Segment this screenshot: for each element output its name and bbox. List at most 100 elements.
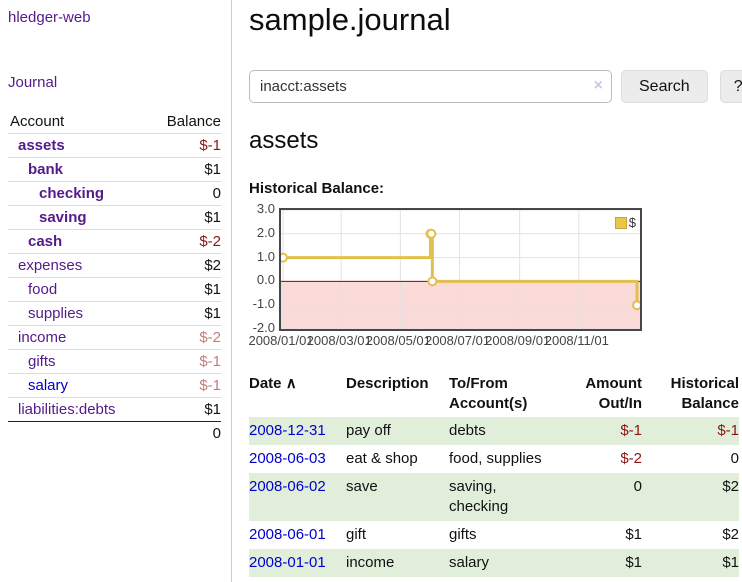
tofrom-column-header: To/From Account(s) — [449, 375, 528, 412]
historical-balance-chart: 3.0 2.0 1.0 0.0 -1.0 -2.0 $ 2008/01/01 2008/03… — [248, 201, 649, 350]
account-link-supplies[interactable]: supplies — [28, 305, 84, 322]
balance-column-header: Balance — [166, 113, 221, 130]
account-row: food $1 — [8, 277, 221, 302]
historical-balance-column-header: Historical Balance — [670, 375, 739, 412]
account-column-header: Account — [10, 113, 65, 130]
main-content: sample.journal × Search ? assets Histori… — [232, 0, 742, 582]
transaction-amount: 0 — [633, 478, 642, 495]
search-button[interactable]: Search — [621, 70, 708, 103]
account-balance: 0 — [212, 185, 221, 202]
transaction-accounts: salary — [449, 554, 490, 571]
transaction-accounts: saving, checking — [449, 478, 509, 515]
transaction-description: pay off — [346, 422, 391, 439]
account-row: supplies $1 — [8, 301, 221, 326]
account-link-gifts[interactable]: gifts — [28, 353, 56, 370]
chart-canvas — [281, 210, 640, 329]
transaction-accounts: debts — [449, 422, 486, 439]
transaction-balance: 0 — [730, 450, 739, 467]
accounts-table: Account Balance assets $-1 bank $1 check… — [8, 110, 221, 445]
transaction-row: 2008-06-02 save saving, checking 0 $2 — [249, 473, 739, 521]
account-balance: $-1 — [199, 377, 221, 394]
account-balance: $-2 — [199, 233, 221, 250]
transaction-date-link[interactable]: 2008-12-31 — [249, 422, 326, 439]
account-balance: $2 — [204, 257, 221, 274]
account-row: salary $-1 — [8, 373, 221, 398]
accounts-table-header: Account Balance — [8, 110, 221, 134]
transaction-balance: $2 — [722, 526, 739, 543]
account-balance: $-1 — [199, 353, 221, 370]
account-balance: $1 — [204, 305, 221, 322]
transaction-amount: $-2 — [620, 450, 642, 467]
account-link-cash[interactable]: cash — [28, 233, 63, 250]
transaction-row: 2008-06-01 gift gifts $1 $2 — [249, 521, 739, 549]
transaction-description: eat & shop — [346, 450, 418, 467]
app-title-link[interactable]: hledger-web — [8, 9, 91, 26]
register-header-row: Date ∧ Description To/From Account(s) Amo… — [249, 371, 739, 417]
page-title: sample.journal — [249, 2, 451, 37]
clear-search-icon[interactable]: × — [593, 77, 603, 94]
transaction-date-link[interactable]: 2008-06-02 — [249, 478, 326, 495]
account-row: liabilities:debts $1 — [8, 397, 221, 422]
transaction-row: 2008-12-31 pay off debts $-1 $-1 — [249, 417, 739, 445]
account-link-checking[interactable]: checking — [39, 185, 105, 202]
transaction-description: income — [346, 554, 395, 571]
sidebar-item-journal[interactable]: Journal — [8, 74, 58, 91]
chart-x-axis-labels: 2008/01/01 2008/03/01 2008/05/01 2008/07/01… — [248, 333, 609, 348]
account-balance: $1 — [204, 401, 221, 418]
account-balance: $1 — [204, 161, 221, 178]
transaction-date-link[interactable]: 2008-06-01 — [249, 526, 326, 543]
date-column-header: Date ∧ — [249, 375, 297, 392]
accounts-total-value: 0 — [212, 425, 221, 442]
account-balance: $1 — [204, 209, 221, 226]
help-button[interactable]: ? — [719, 70, 742, 103]
legend-label: $ — [628, 215, 636, 230]
account-row: bank $1 — [8, 157, 221, 182]
transaction-row: 2008-06-03 eat & shop food, supplies $-2… — [249, 445, 739, 473]
chart-plot-area: $ — [279, 208, 642, 331]
account-heading: assets — [249, 127, 319, 154]
account-row: expenses $2 — [8, 253, 221, 278]
sidebar: hledger-web Journal Account Balance asse… — [0, 0, 232, 582]
account-link-expenses[interactable]: expenses — [18, 257, 83, 274]
account-balance: $-1 — [199, 137, 221, 154]
account-row: saving $1 — [8, 205, 221, 230]
legend-swatch-icon — [614, 216, 627, 229]
account-row: checking 0 — [8, 181, 221, 206]
account-row: income $-2 — [8, 325, 221, 350]
transaction-balance: $1 — [722, 554, 739, 571]
chart-label: Historical Balance: — [249, 180, 385, 197]
transaction-amount: $-1 — [620, 422, 642, 439]
transaction-description: save — [346, 478, 378, 495]
account-link-salary[interactable]: salary — [28, 377, 69, 394]
transaction-description: gift — [346, 526, 367, 543]
chart-legend: $ — [614, 215, 636, 230]
transaction-date-link[interactable]: 2008-06-03 — [249, 450, 326, 467]
amount-column-header: Amount Out/In — [585, 375, 642, 412]
account-row: assets $-1 — [8, 133, 221, 158]
account-link-bank[interactable]: bank — [28, 161, 64, 178]
transaction-accounts: gifts — [449, 526, 477, 543]
account-link-liabilities-debts[interactable]: liabilities:debts — [18, 401, 116, 418]
chart-y-axis-labels: 3.0 2.0 1.0 0.0 -1.0 -2.0 — [252, 201, 275, 335]
transaction-amount: $1 — [625, 526, 642, 543]
transaction-row: 2008-01-01 income salary $1 $1 — [249, 549, 739, 577]
accounts-total-row: 0 — [8, 421, 221, 446]
transaction-accounts: food, supplies — [449, 450, 542, 467]
transaction-date-link[interactable]: 2008-01-01 — [249, 554, 326, 571]
transaction-amount: $1 — [625, 554, 642, 571]
account-row: cash $-2 — [8, 229, 221, 254]
account-link-income[interactable]: income — [18, 329, 67, 346]
register-table: Date ∧ Description To/From Account(s) Amo… — [249, 371, 739, 577]
account-row: gifts $-1 — [8, 349, 221, 374]
search-input[interactable] — [249, 70, 612, 103]
account-balance: $1 — [204, 281, 221, 298]
search-form: × Search ? — [249, 70, 742, 103]
account-balance: $-2 — [199, 329, 221, 346]
transaction-balance: $-1 — [717, 422, 739, 439]
account-link-assets[interactable]: assets — [18, 137, 65, 154]
account-link-food[interactable]: food — [28, 281, 58, 298]
sort-ascending-icon: ∧ — [285, 375, 297, 392]
description-column-header: Description — [346, 375, 429, 392]
account-link-saving[interactable]: saving — [39, 209, 87, 226]
transaction-balance: $2 — [722, 478, 739, 495]
